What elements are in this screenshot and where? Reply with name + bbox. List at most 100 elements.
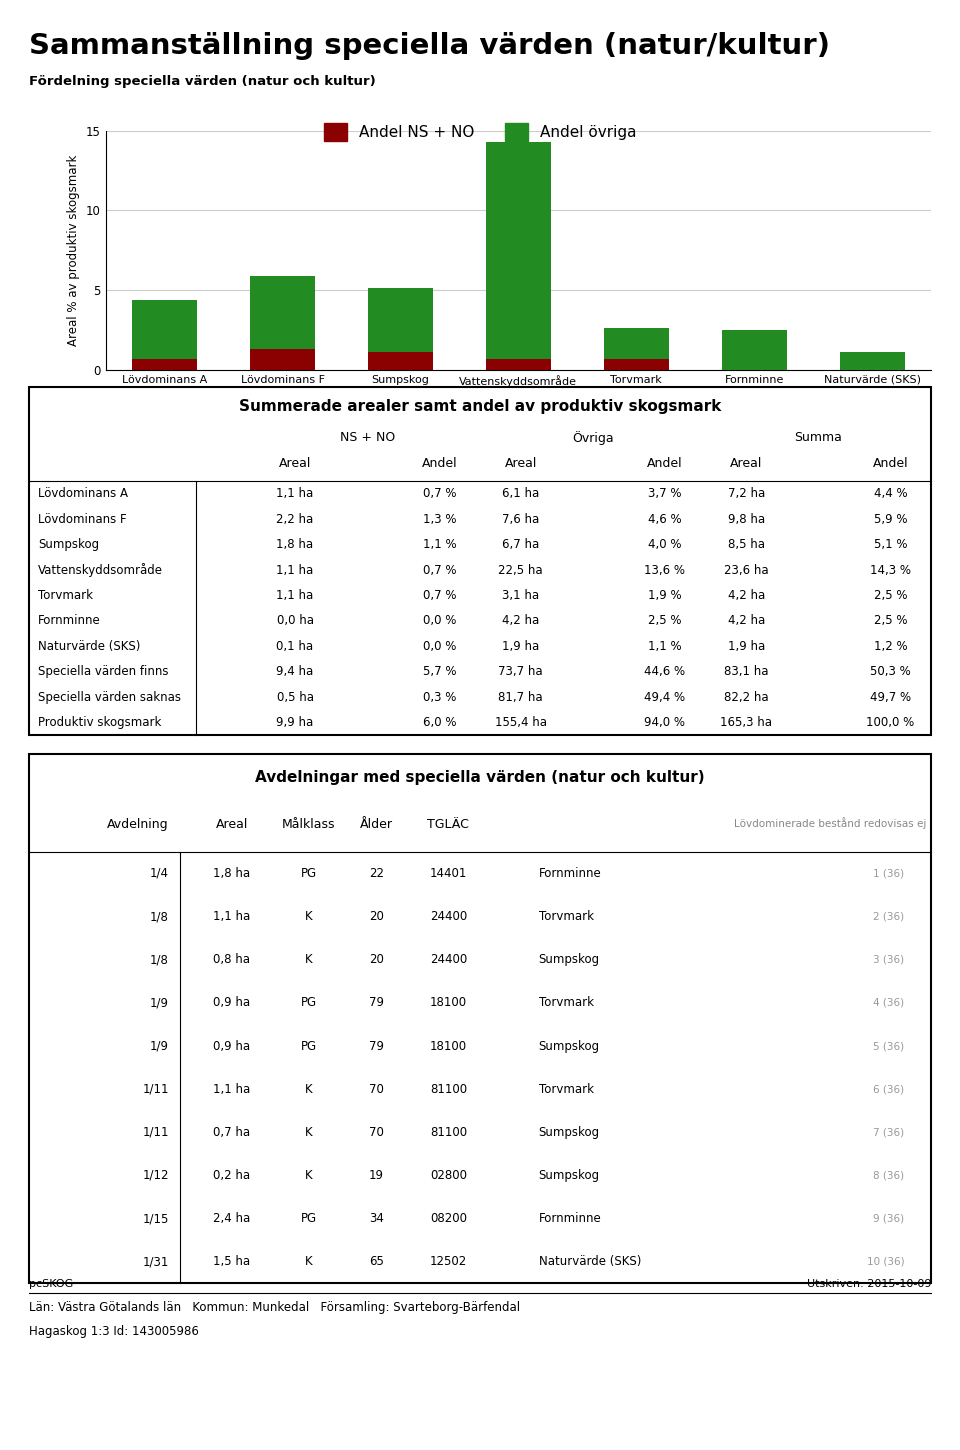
Text: 70: 70 (369, 1125, 384, 1138)
Text: Lövdominans A: Lövdominans A (37, 487, 128, 500)
Text: 82,2 ha: 82,2 ha (724, 690, 769, 703)
Text: 44,6 %: 44,6 % (644, 666, 685, 679)
Text: 1,1 ha: 1,1 ha (213, 1083, 251, 1096)
Text: 23,6 ha: 23,6 ha (724, 564, 769, 577)
Text: Torvmark: Torvmark (539, 911, 593, 924)
Bar (604, 358, 669, 370)
Text: 9,9 ha: 9,9 ha (276, 716, 314, 729)
Text: 6,1 ha: 6,1 ha (502, 487, 540, 500)
Bar (29, 532, 931, 557)
Text: 3,7 %: 3,7 % (648, 487, 682, 500)
Text: Fornminne: Fornminne (539, 1212, 601, 1225)
Text: Torvmark: Torvmark (539, 996, 593, 1009)
Text: 24400: 24400 (430, 953, 468, 966)
Text: 1,1 ha: 1,1 ha (276, 564, 314, 577)
Text: 0,0 ha: 0,0 ha (276, 615, 314, 628)
Text: K: K (304, 1169, 312, 1182)
Text: Areal: Areal (216, 818, 248, 831)
Text: Län: Västra Götalands län   Kommun: Munkedal   Församling: Svarteborg-Bärfendal: Län: Västra Götalands län Kommun: Munked… (29, 1301, 520, 1314)
Text: 1,1 ha: 1,1 ha (276, 487, 314, 500)
Text: 4,4 %: 4,4 % (874, 487, 907, 500)
Text: 2 (36): 2 (36) (873, 912, 904, 922)
Y-axis label: Areal % av produktiv skogsmark: Areal % av produktiv skogsmark (67, 155, 81, 345)
Text: 0,1 ha: 0,1 ha (276, 639, 314, 652)
Bar (132, 300, 197, 358)
Text: Sumpskog: Sumpskog (37, 538, 99, 551)
Text: 79: 79 (369, 996, 384, 1009)
Text: K: K (304, 911, 312, 924)
Text: 1/9: 1/9 (150, 996, 169, 1009)
Text: 5 (36): 5 (36) (873, 1041, 904, 1051)
Text: 20: 20 (369, 953, 384, 966)
Text: 0,2 ha: 0,2 ha (213, 1169, 251, 1182)
Bar (840, 352, 904, 370)
Text: Andel: Andel (873, 457, 908, 470)
Bar (29, 982, 931, 1025)
Text: 0,9 ha: 0,9 ha (213, 1040, 251, 1053)
Text: PG: PG (300, 867, 317, 880)
Text: Areal: Areal (504, 457, 537, 470)
Text: 7 (36): 7 (36) (873, 1127, 904, 1137)
Text: Målklass: Målklass (282, 818, 335, 831)
Text: PG: PG (300, 1040, 317, 1053)
Bar (486, 358, 551, 370)
Text: 22,5 ha: 22,5 ha (498, 564, 543, 577)
Text: 1,9 ha: 1,9 ha (728, 639, 765, 652)
Bar (486, 142, 551, 358)
Text: 4,6 %: 4,6 % (648, 513, 682, 526)
Bar (29, 1154, 931, 1198)
Text: 9,8 ha: 9,8 ha (728, 513, 765, 526)
Text: 19: 19 (369, 1169, 384, 1182)
Text: 1/11: 1/11 (142, 1125, 169, 1138)
Text: 9 (36): 9 (36) (873, 1214, 904, 1224)
Bar (29, 684, 931, 709)
Text: K: K (304, 1256, 312, 1269)
Text: Andel: Andel (647, 457, 683, 470)
Text: Skogsguiden: Skogsguiden (840, 1340, 915, 1350)
Bar (29, 481, 931, 506)
Text: 1,1 ha: 1,1 ha (276, 589, 314, 602)
Bar (368, 289, 433, 352)
Bar (368, 352, 433, 370)
Text: Produktiv skogsmark: Produktiv skogsmark (37, 716, 161, 729)
Bar (132, 358, 197, 370)
Text: 0,7 %: 0,7 % (422, 589, 456, 602)
Text: Sumpskog: Sumpskog (539, 953, 600, 966)
Text: 49,7 %: 49,7 % (870, 690, 911, 703)
Text: 12502: 12502 (430, 1256, 468, 1269)
Text: 1 (36): 1 (36) (873, 869, 904, 879)
Text: NS + NO: NS + NO (340, 431, 395, 444)
Bar (29, 853, 931, 895)
Text: 65: 65 (369, 1256, 384, 1269)
Text: 81,7 ha: 81,7 ha (498, 690, 543, 703)
Bar (722, 331, 786, 370)
Text: PG: PG (300, 1212, 317, 1225)
Text: 2,5 %: 2,5 % (874, 615, 907, 628)
Text: 6 (36): 6 (36) (873, 1085, 904, 1095)
Text: 34: 34 (369, 1212, 384, 1225)
Bar (29, 1111, 931, 1154)
Text: Summerade arealer samt andel av produktiv skogsmark: Summerade arealer samt andel av produkti… (239, 399, 721, 415)
Text: 18100: 18100 (430, 996, 467, 1009)
Text: 1/9: 1/9 (150, 1040, 169, 1053)
Bar (29, 583, 931, 608)
Text: Hagaskog 1:3 Id: 143005986: Hagaskog 1:3 Id: 143005986 (29, 1325, 199, 1338)
Text: Avdelning: Avdelning (108, 818, 169, 831)
Text: 0,7 %: 0,7 % (422, 564, 456, 577)
Text: Ålder: Ålder (360, 818, 393, 831)
Text: 3 (36): 3 (36) (873, 954, 904, 964)
Text: 50,3 %: 50,3 % (870, 666, 911, 679)
Text: 165,3 ha: 165,3 ha (720, 716, 772, 729)
Text: 4,2 ha: 4,2 ha (728, 615, 765, 628)
Text: 2,2 ha: 2,2 ha (276, 513, 314, 526)
Text: Torvmark: Torvmark (37, 589, 93, 602)
Text: Vattenskyddsområde: Vattenskyddsområde (37, 563, 163, 577)
Text: K: K (304, 1083, 312, 1096)
Text: 4 (36): 4 (36) (873, 998, 904, 1008)
Text: 14401: 14401 (430, 867, 468, 880)
Text: Naturvärde (SKS): Naturvärde (SKS) (37, 639, 140, 652)
Text: 1/31: 1/31 (142, 1256, 169, 1269)
Text: 1,1 %: 1,1 % (648, 639, 682, 652)
Text: 6,7 ha: 6,7 ha (502, 538, 540, 551)
Text: 1,8 ha: 1,8 ha (276, 538, 314, 551)
